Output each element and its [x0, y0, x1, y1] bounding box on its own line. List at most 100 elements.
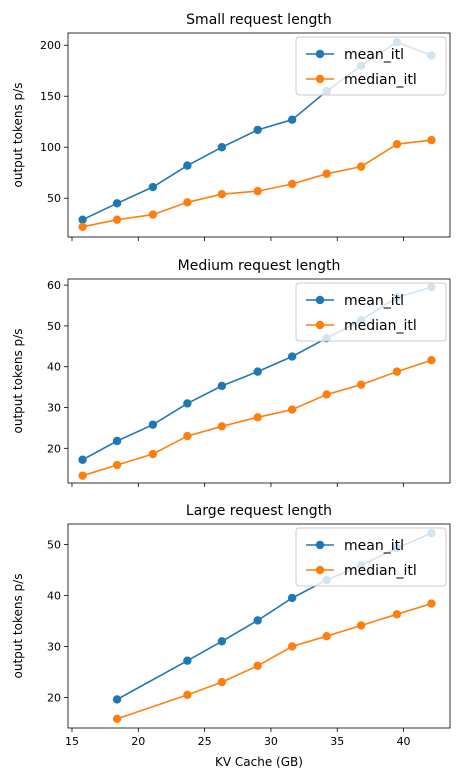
- data-point-median_itl: [427, 355, 436, 365]
- axes-frame: [67, 32, 451, 238]
- data-point-median_itl: [392, 610, 402, 619]
- y-axis-label: output tokens p/s: [11, 574, 25, 679]
- chart-title: Small request length: [186, 12, 332, 28]
- legend-label-median_itl: median_itl: [344, 72, 417, 88]
- data-point-mean_itl: [287, 593, 297, 603]
- legend-marker-mean_itl: [315, 49, 325, 59]
- legend: mean_itl median_itl: [295, 282, 447, 342]
- data-point-mean_itl: [148, 182, 158, 192]
- data-point-median_itl: [183, 431, 192, 441]
- legend-marker-mean_itl: [315, 540, 325, 550]
- subplot-3: Large request length output tokens p/s 20 3…: [11, 503, 451, 748]
- data-point-median_itl: [287, 405, 297, 414]
- data-point-median_itl: [322, 632, 331, 641]
- data-point-median_itl: [356, 380, 366, 389]
- data-point-median_itl: [322, 390, 331, 399]
- data-point-median_itl: [392, 367, 402, 376]
- y-tick-label: 50: [47, 320, 61, 333]
- data-point-mean_itl: [253, 616, 262, 625]
- data-point-median_itl: [112, 215, 122, 224]
- data-point-mean_itl: [253, 367, 262, 376]
- data-point-mean_itl: [287, 352, 297, 361]
- subplot-2: Medium request length output tokens p/s 20…: [11, 258, 451, 487]
- data-point-median_itl: [148, 210, 158, 219]
- data-point-median_itl: [78, 222, 87, 231]
- data-point-median_itl: [112, 714, 122, 724]
- data-point-median_itl: [356, 621, 366, 630]
- legend-marker-mean_itl: [315, 295, 325, 305]
- x-tick-label: 20: [131, 735, 145, 748]
- legend-marker-median_itl: [315, 565, 325, 575]
- y-axis-label: output tokens p/s: [11, 329, 25, 434]
- data-point-median_itl: [217, 189, 227, 199]
- data-point-median_itl: [183, 198, 192, 207]
- legend-label-mean_itl: mean_itl: [344, 47, 404, 63]
- data-point-mean_itl: [217, 143, 227, 152]
- data-point-median_itl: [322, 169, 331, 178]
- legend-label-median_itl: median_itl: [344, 563, 417, 579]
- y-tick-label: 30: [47, 640, 61, 653]
- data-point-median_itl: [427, 599, 436, 608]
- y-tick-label: 30: [47, 402, 61, 415]
- x-tick-label: 30: [264, 735, 278, 748]
- data-point-median_itl: [356, 162, 366, 171]
- axes-frame: [67, 278, 451, 484]
- legend-frame: [295, 527, 447, 587]
- y-tick-label: 40: [47, 361, 61, 374]
- y-tick-label: 50: [47, 192, 61, 205]
- data-point-mean_itl: [148, 420, 158, 429]
- subplot-1: Small request length output tokens p/s 50 1…: [11, 12, 451, 241]
- chart-title: Medium request length: [178, 258, 341, 274]
- data-point-mean_itl: [78, 215, 87, 224]
- y-tick-label: 100: [40, 141, 61, 154]
- legend-marker-median_itl: [315, 74, 325, 84]
- legend-frame: [295, 282, 447, 342]
- data-point-mean_itl: [183, 399, 192, 408]
- legend-label-median_itl: median_itl: [344, 318, 417, 334]
- y-tick-label: 20: [47, 442, 61, 455]
- data-point-mean_itl: [112, 199, 122, 208]
- legend: mean_itl median_itl: [295, 36, 447, 96]
- x-tick-label: 35: [330, 735, 344, 748]
- data-point-median_itl: [183, 690, 192, 700]
- data-point-mean_itl: [112, 436, 122, 446]
- data-point-mean_itl: [287, 115, 297, 124]
- x-tick-label: 25: [198, 735, 212, 748]
- y-tick-label: 50: [47, 538, 61, 551]
- y-tick-label: 40: [47, 589, 61, 602]
- legend: mean_itl median_itl: [295, 527, 447, 587]
- data-point-mean_itl: [183, 656, 192, 665]
- y-tick-label: 200: [40, 39, 61, 52]
- legend-frame: [295, 36, 447, 96]
- data-point-median_itl: [148, 449, 158, 459]
- x-axis-label: KV Cache (GB): [215, 755, 303, 769]
- x-tick-label: 40: [397, 735, 411, 748]
- data-point-median_itl: [287, 179, 297, 189]
- data-point-mean_itl: [78, 455, 87, 464]
- data-point-median_itl: [253, 186, 262, 196]
- y-tick-label: 20: [47, 691, 61, 704]
- data-point-median_itl: [427, 135, 436, 145]
- data-point-median_itl: [287, 642, 297, 651]
- data-point-median_itl: [217, 422, 227, 431]
- data-point-mean_itl: [217, 637, 227, 646]
- legend-label-mean_itl: mean_itl: [344, 293, 404, 309]
- data-point-median_itl: [392, 139, 402, 149]
- x-tick-label: 15: [65, 735, 79, 748]
- chart-title: Large request length: [186, 503, 332, 519]
- subplots: Small request length output tokens p/s 50 1…: [11, 12, 451, 748]
- y-tick-label: 60: [47, 279, 61, 292]
- data-point-mean_itl: [253, 125, 262, 135]
- data-point-median_itl: [253, 661, 262, 670]
- data-point-median_itl: [112, 460, 122, 470]
- data-point-median_itl: [253, 413, 262, 422]
- y-axis-label: output tokens p/s: [11, 83, 25, 188]
- legend-label-mean_itl: mean_itl: [344, 538, 404, 554]
- data-point-mean_itl: [112, 695, 122, 704]
- data-point-median_itl: [217, 677, 227, 687]
- legend-marker-median_itl: [315, 320, 325, 330]
- y-tick-label: 150: [40, 90, 61, 103]
- data-point-median_itl: [78, 471, 87, 480]
